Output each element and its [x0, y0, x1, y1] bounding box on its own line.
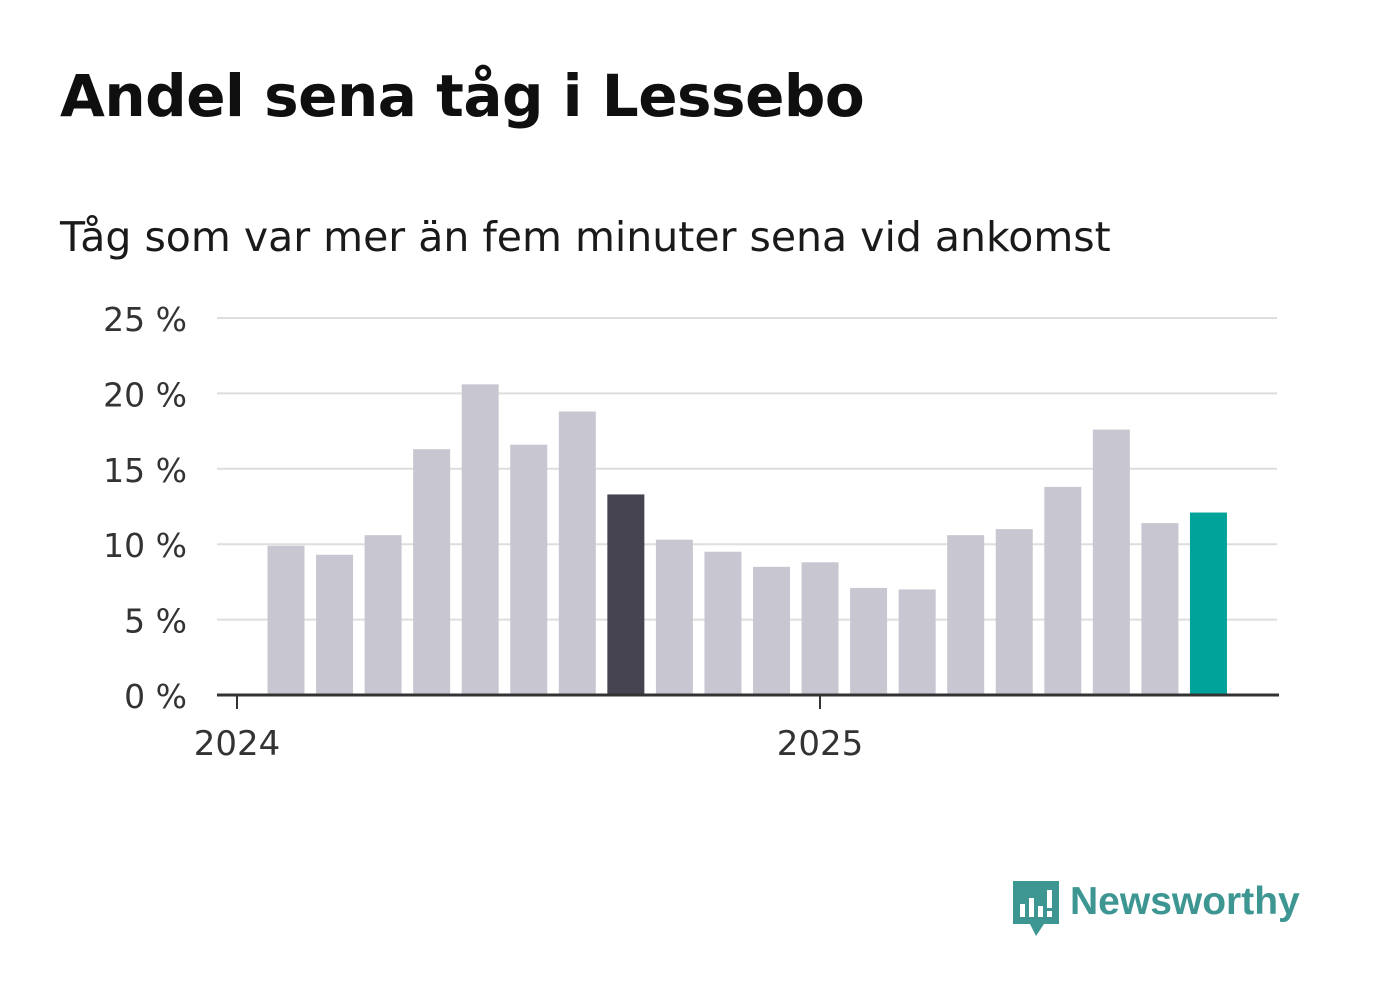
bar	[850, 587, 888, 695]
y-tick-label: 15 %	[103, 451, 187, 490]
bar	[316, 554, 354, 695]
brand-name: Newsworthy	[1070, 880, 1300, 923]
x-tick-label: 2025	[777, 724, 864, 764]
y-tick-label: 5 %	[124, 602, 187, 641]
bar	[995, 529, 1033, 695]
y-axis-ticks: 0 % 5 % 10 % 15 % 20 % 25 %	[103, 300, 187, 716]
bar	[607, 494, 645, 695]
bar	[655, 539, 693, 695]
bar	[461, 384, 499, 695]
y-tick-label: 10 %	[103, 526, 187, 565]
bar	[898, 589, 936, 695]
bars	[267, 384, 1227, 695]
bar	[947, 535, 985, 695]
bar	[413, 449, 451, 695]
bar	[1092, 429, 1130, 695]
y-tick-label: 0 %	[124, 677, 187, 716]
chart-title: Andel sena tåg i Lessebo	[60, 62, 865, 130]
bar	[704, 551, 742, 695]
newsworthy-logo-icon	[1013, 881, 1059, 936]
x-tick-label: 2024	[194, 724, 281, 764]
chart-subtitle: Tåg som var mer än fem minuter sena vid …	[60, 213, 1111, 261]
x-axis: 2024 2025	[194, 693, 1279, 764]
bar	[1044, 486, 1082, 695]
bar	[1189, 512, 1227, 695]
y-tick-label: 20 %	[103, 375, 187, 414]
bar	[510, 444, 548, 695]
newsworthy-brand: Newsworthy	[1010, 878, 1300, 940]
bar	[753, 566, 790, 695]
bar	[558, 411, 596, 695]
bar	[364, 535, 402, 695]
bar	[1141, 523, 1179, 695]
bar	[801, 562, 839, 695]
bar	[267, 545, 305, 695]
y-tick-label: 25 %	[103, 300, 187, 339]
